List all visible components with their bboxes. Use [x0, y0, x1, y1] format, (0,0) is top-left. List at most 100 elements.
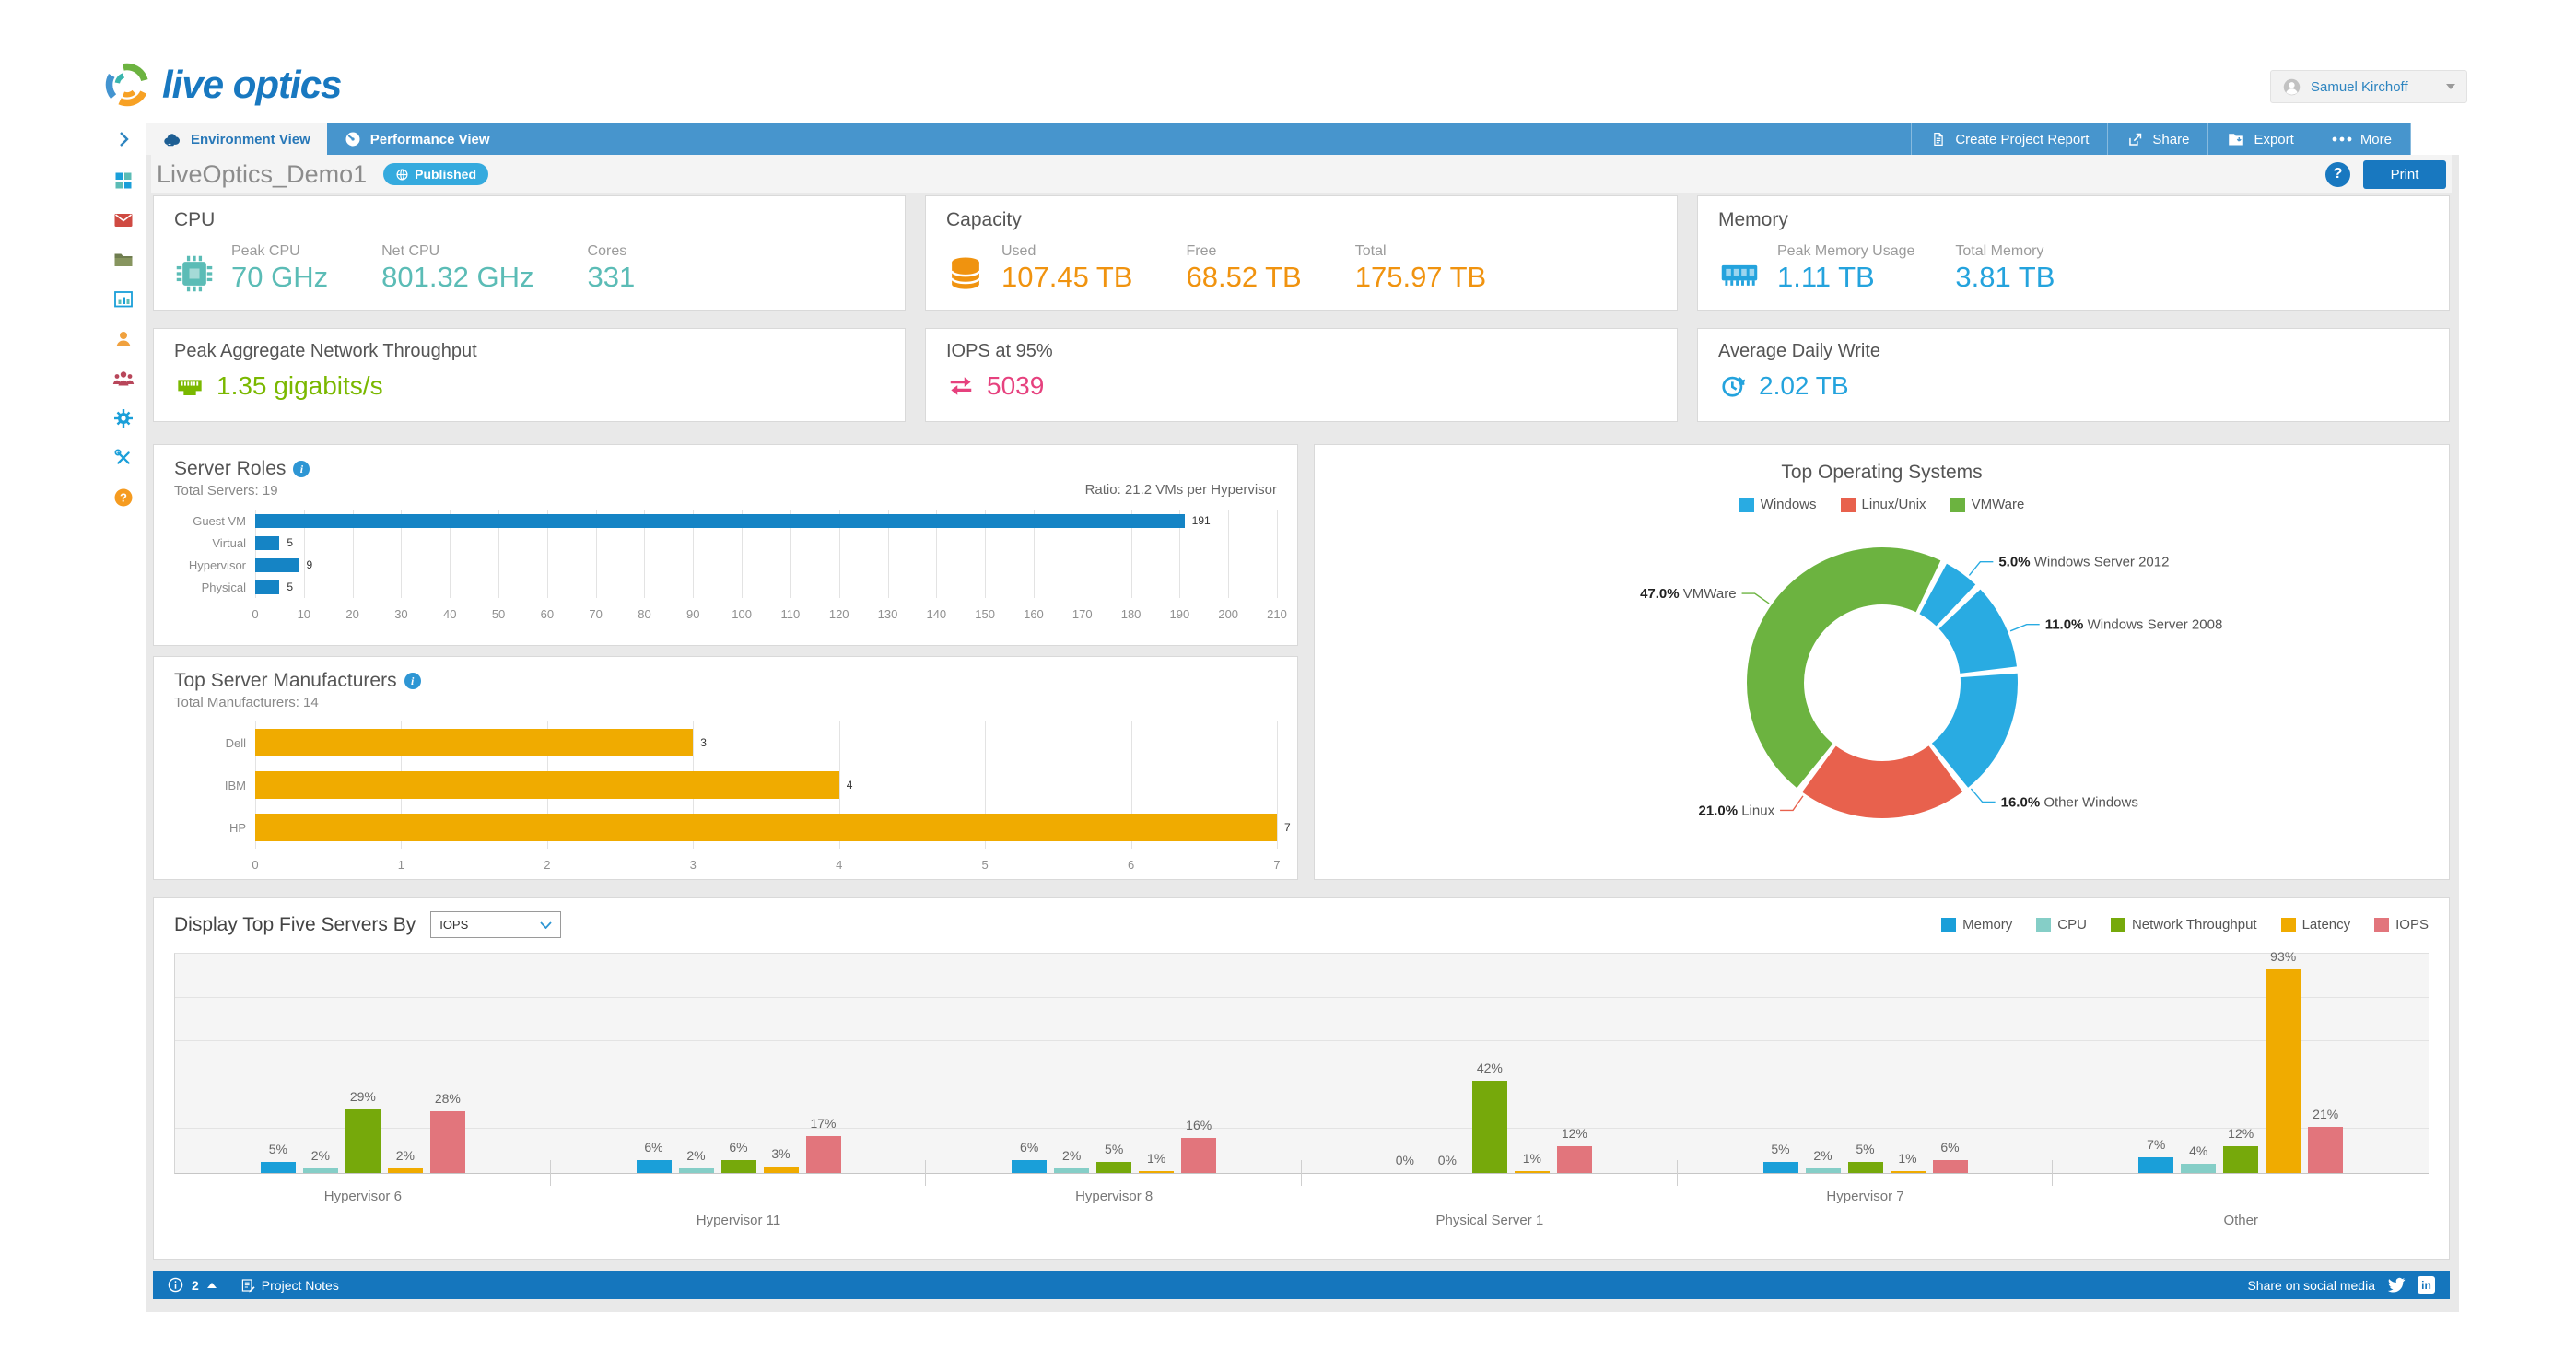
bar-iops: 28%: [429, 1091, 465, 1173]
bar-value-label: 1%: [1147, 1150, 1166, 1166]
legend-vmware[interactable]: VMWare: [1950, 497, 2024, 512]
bar-iops: 21%: [2308, 1107, 2344, 1173]
group-bars: 7% 4% 12% 93% 21%: [2138, 949, 2344, 1173]
barwrap-memory: 5%: [260, 954, 296, 1173]
bar-cpu: 2%: [1054, 1148, 1090, 1173]
donut-slice-linux[interactable]: [1746, 547, 2018, 818]
help-button[interactable]: ?: [2325, 161, 2350, 187]
info-icon[interactable]: i: [404, 673, 421, 689]
sidebar-item-tools[interactable]: [111, 445, 136, 471]
sidebar-item-help[interactable]: ?: [111, 485, 136, 510]
hbar-gridlines: [255, 510, 1278, 598]
gridline: [255, 510, 256, 598]
bar-value-label: 3%: [771, 1145, 790, 1161]
legend-network-throughput[interactable]: Network Throughput: [2110, 917, 2257, 932]
bar-network-throughput: 12%: [2223, 1126, 2259, 1173]
sidebar-item-settings[interactable]: [111, 405, 136, 431]
barwrap-latency: 93%: [2266, 949, 2301, 1173]
bar-guest-vm: [255, 513, 1185, 528]
bar-virtual: [255, 535, 280, 550]
donut-slice-vmware[interactable]: [1746, 547, 2018, 818]
legend-swatch: [2110, 917, 2125, 932]
top-servers-metric-dropdown[interactable]: IOPS: [430, 911, 562, 938]
legend-swatch: [1941, 917, 1957, 932]
gridline: [175, 1128, 2429, 1130]
barwrap-network-throughput: 5%: [1847, 954, 1883, 1173]
sidebar-item-dashboard[interactable]: [111, 168, 136, 193]
ram-icon: [1721, 264, 1758, 286]
bar-cpu: 2%: [1805, 1148, 1841, 1173]
barwrap-memory: 6%: [1012, 954, 1048, 1173]
donut-label-linux: 21.0% Linux: [1698, 803, 1774, 818]
chart-row-virtual: Virtual 5: [212, 532, 1277, 554]
chart-row-ibm: IBM 4: [225, 764, 1277, 806]
action-label: Share: [2152, 131, 2190, 147]
iops-value: 5039: [987, 371, 1045, 400]
report-document-icon: [1934, 133, 1944, 146]
server-group-label: Hypervisor 7: [1826, 1189, 1904, 1204]
bar-iops: 17%: [805, 1116, 841, 1173]
sidebar-item-projects[interactable]: [111, 247, 136, 273]
twitter-icon[interactable]: [2387, 1277, 2406, 1293]
info-icon[interactable]: i: [293, 461, 310, 477]
legend-windows[interactable]: Windows: [1739, 497, 1817, 512]
donut-slice-other-windows[interactable]: [1746, 547, 2018, 818]
barwrap-latency: 2%: [387, 954, 423, 1173]
export-button[interactable]: Export: [2207, 123, 2312, 155]
sidebar-item-reports[interactable]: [111, 287, 136, 312]
gridline: [450, 510, 451, 598]
legend-memory[interactable]: Memory: [1941, 917, 2012, 932]
bar-value-label: 5%: [1105, 1142, 1124, 1157]
hbar-rows: Dell 3 IBM 4 HP 7: [225, 721, 1291, 849]
card-title: IOPS at 95%: [946, 341, 1053, 361]
gridline: [985, 510, 987, 598]
sidebar-item-mail[interactable]: [111, 207, 136, 233]
user-menu[interactable]: Samuel Kirchoff: [2270, 70, 2467, 103]
create-project-report-button[interactable]: Create Project Report: [1911, 123, 2107, 155]
caret-up-icon[interactable]: [206, 1282, 217, 1288]
sidebar-collapse-button[interactable]: [101, 123, 146, 155]
barwrap-iops: 28%: [429, 954, 465, 1173]
gauge-icon: [345, 132, 360, 147]
barwrap-iops: 6%: [1932, 954, 1968, 1173]
tab-environment-view[interactable]: Environment View: [146, 123, 327, 155]
ratio-annotation: Ratio: 21.2 VMs per Hypervisor: [1084, 482, 1277, 498]
axis-tick: 2: [544, 858, 551, 872]
legend-linux-unix[interactable]: Linux/Unix: [1840, 497, 1926, 512]
linkedin-icon[interactable]: in: [2418, 1276, 2435, 1294]
legend-cpu[interactable]: CPU: [2036, 917, 2087, 932]
page-title: LiveOptics_Demo1: [157, 159, 368, 188]
capacity-card: Capacity Used: [925, 195, 1678, 311]
tab-performance-view[interactable]: Performance View: [327, 123, 507, 155]
donut-leader-line: [1968, 560, 1993, 576]
print-button[interactable]: Print: [2363, 159, 2446, 189]
footer-alerts[interactable]: 2: [168, 1277, 217, 1293]
more-button[interactable]: More: [2312, 123, 2411, 155]
legend-swatch: [2374, 917, 2390, 932]
hbar-body: Dell 3 IBM 4 HP 7 0 1 2 3 4 5 6 7: [174, 721, 1291, 878]
card-title: Capacity: [946, 209, 1022, 230]
bar-latency: 2%: [387, 1148, 423, 1173]
bar-value: 3: [700, 736, 707, 749]
server-group-label: Other: [2223, 1213, 2258, 1228]
bar-value: 9: [306, 558, 313, 571]
category-label: IBM: [224, 778, 246, 792]
nav-spacer: [507, 123, 1912, 155]
sidebar-item-user[interactable]: [111, 326, 136, 352]
clock-refresh-icon: [1722, 376, 1746, 397]
gridline: [644, 510, 646, 598]
donut-label-other-windows: 16.0% Other Windows: [2000, 794, 2137, 810]
bar-value-label: 5%: [1771, 1142, 1790, 1157]
gridline: [401, 510, 403, 598]
project-notes-button[interactable]: Project Notes: [240, 1278, 339, 1293]
legend-iops[interactable]: IOPS: [2374, 917, 2429, 932]
legend-label: IOPS: [2395, 917, 2429, 932]
gridline: [693, 510, 695, 598]
more-ellipsis-icon: [2332, 136, 2352, 142]
share-button[interactable]: Share: [2107, 123, 2207, 155]
barwrap-network-throughput: 6%: [720, 954, 756, 1173]
legend-latency[interactable]: Latency: [2280, 917, 2350, 932]
bar-value-label: 17%: [810, 1115, 837, 1131]
server-roles-card: Server Roles i Total Servers: 19 Ratio: …: [153, 444, 1298, 646]
sidebar-item-team[interactable]: [111, 366, 136, 392]
